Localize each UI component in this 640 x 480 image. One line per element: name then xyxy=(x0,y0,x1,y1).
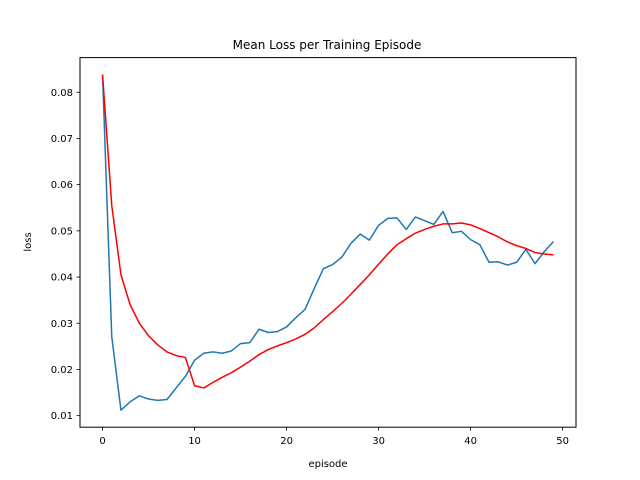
y-tick-label: 0.07 xyxy=(51,134,73,145)
y-tick-label: 0.08 xyxy=(51,88,73,99)
y-tick-label: 0.04 xyxy=(51,273,73,284)
x-tick-label: 0 xyxy=(99,436,105,447)
y-axis-label: loss xyxy=(23,232,34,251)
y-tick-label: 0.05 xyxy=(51,226,73,237)
series-line-1 xyxy=(101,74,555,411)
y-tick-label: 0.03 xyxy=(51,319,73,330)
y-tick-label: 0.01 xyxy=(51,411,73,422)
x-tick-label: 30 xyxy=(372,436,385,447)
y-tick-label: 0.02 xyxy=(51,365,73,376)
y-axis: 0.01 0.02 0.03 0.04 0.05 0.06 0.07 0.08 xyxy=(51,88,80,422)
x-tick-label: 10 xyxy=(188,436,201,447)
x-tick-label: 20 xyxy=(280,436,293,447)
x-axis-label: episode xyxy=(308,459,347,470)
plot-frame xyxy=(79,57,577,428)
x-axis: 0 10 20 30 40 50 xyxy=(99,427,569,447)
x-tick-label: 50 xyxy=(556,436,569,447)
plot-lines xyxy=(101,74,555,411)
y-tick-label: 0.06 xyxy=(51,180,73,191)
x-tick-label: 40 xyxy=(464,436,477,447)
chart-title: Mean Loss per Training Episode xyxy=(233,38,422,52)
series-line-2 xyxy=(101,74,554,389)
